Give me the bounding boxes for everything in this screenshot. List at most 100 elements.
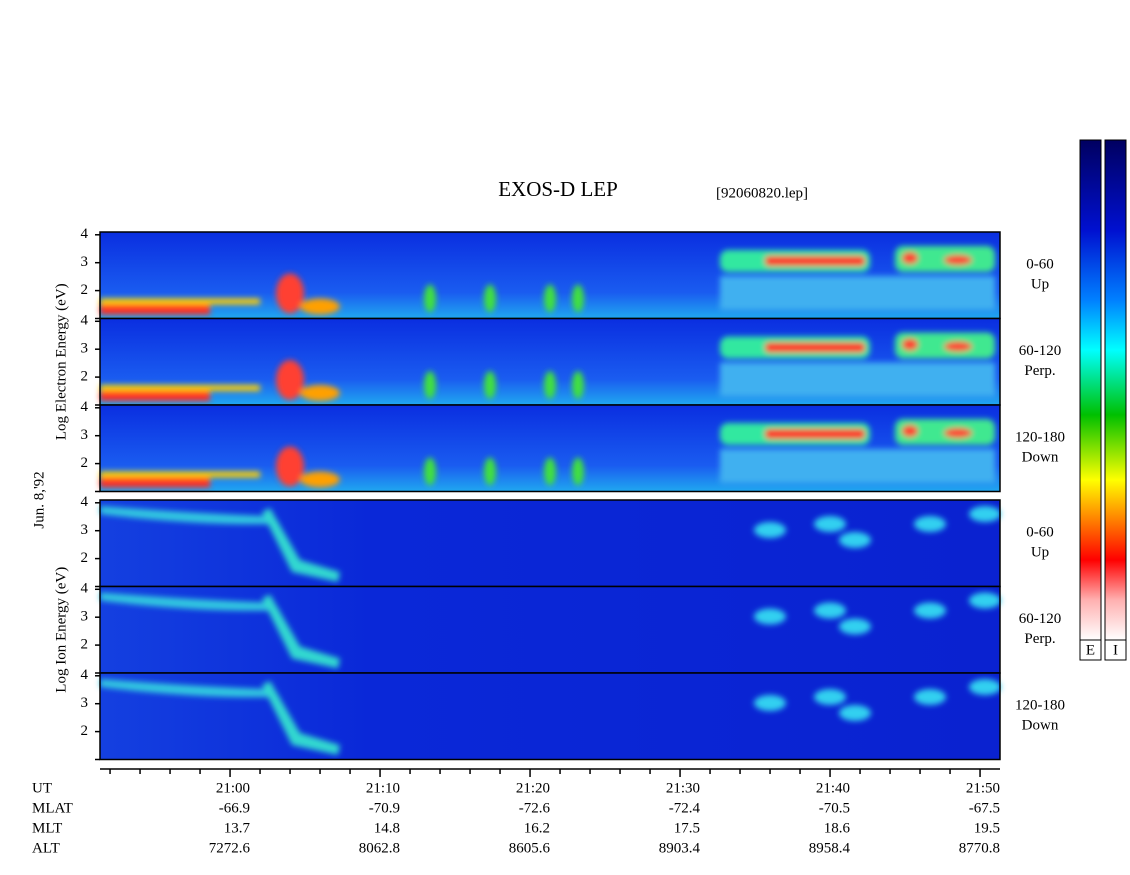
- low-energy-band: [100, 298, 260, 305]
- low-energy-band: [100, 471, 260, 478]
- burst: [544, 284, 556, 313]
- colorbar-label-box: [1104, 639, 1127, 661]
- plasma-band: [720, 449, 995, 483]
- ion-burst: [969, 592, 1001, 609]
- y-tick-label: 3: [81, 427, 89, 443]
- colorbar: [1104, 139, 1127, 641]
- colorbar-label: I: [1113, 642, 1118, 658]
- direction-label: Down: [1022, 450, 1059, 466]
- panel-frame: [99, 404, 1001, 493]
- ion-band: [100, 506, 280, 525]
- low-energy-band: [100, 477, 210, 488]
- orbit-value: 8903.4: [659, 840, 701, 856]
- orbit-value: 16.2: [524, 820, 550, 836]
- y-tick-label: 2: [81, 723, 89, 739]
- x-tick-label: 21:40: [816, 780, 850, 796]
- ion-burst: [914, 516, 946, 532]
- burst: [944, 341, 972, 352]
- y-tick-label: 2: [81, 282, 89, 298]
- plasma-band: [765, 342, 865, 353]
- direction-label: Up: [1031, 277, 1049, 293]
- colorbar-label-box: [1079, 639, 1102, 661]
- burst: [300, 385, 340, 401]
- x-tick-label: 21:20: [516, 780, 550, 796]
- burst: [300, 298, 340, 315]
- ion-dispersion: [262, 508, 340, 582]
- burst: [944, 428, 972, 438]
- burst: [276, 360, 304, 400]
- file-label: [92060820.lep]: [716, 185, 808, 201]
- burst: [544, 457, 556, 486]
- spectrogram-texture: [100, 332, 995, 401]
- chart-title: EXOS-D LEP: [498, 177, 618, 201]
- orbit-value: -70.5: [819, 800, 850, 816]
- burst: [572, 371, 584, 399]
- ion-burst: [754, 695, 786, 711]
- x-tick-label: 21:10: [366, 780, 400, 796]
- plasma-band: [765, 256, 865, 266]
- ion-burst: [839, 532, 871, 548]
- y-tick-label: 3: [81, 695, 89, 711]
- burst: [276, 446, 304, 487]
- ion-burst: [814, 689, 846, 705]
- y-tick-label: 4: [81, 581, 89, 597]
- spectrogram-texture: [100, 246, 995, 315]
- y-tick-label: 4: [81, 667, 89, 683]
- low-energy-band: [100, 304, 210, 315]
- y-tick-label: 4: [81, 494, 89, 510]
- orbit-value: 14.8: [374, 820, 400, 836]
- direction-label: Perp.: [1024, 631, 1055, 647]
- y-axis-label: Log Electron Energy (eV): [53, 283, 69, 440]
- burst: [300, 471, 340, 488]
- burst: [572, 284, 584, 313]
- ion-band: [100, 679, 280, 698]
- y-tick-label: 3: [81, 341, 89, 357]
- direction-label: Down: [1022, 718, 1059, 734]
- ion-burst: [914, 689, 946, 705]
- burst: [572, 457, 584, 486]
- ion-burst: [814, 602, 846, 619]
- angle-label: 120-180: [1015, 430, 1065, 446]
- burst: [424, 457, 436, 486]
- burst: [424, 284, 436, 313]
- orbit-value: 8062.8: [359, 840, 400, 856]
- y-tick-label: 4: [81, 399, 89, 415]
- spectrogram-texture: [100, 506, 1001, 582]
- y-tick-label: 2: [81, 455, 89, 471]
- orbit-value: 8605.6: [509, 840, 551, 856]
- ion-band: [100, 592, 280, 611]
- ion-burst: [914, 602, 946, 619]
- orbit-row-name: MLAT: [32, 800, 73, 816]
- orbit-value: 18.6: [824, 820, 851, 836]
- low-energy-band: [100, 385, 260, 391]
- colorbar: [1079, 139, 1102, 641]
- y-tick-label: 3: [81, 609, 89, 625]
- spectrogram-texture: [100, 592, 1001, 669]
- orbit-value: -72.4: [669, 800, 701, 816]
- ion-burst: [969, 506, 1001, 522]
- y-tick-label: 2: [81, 637, 89, 653]
- burst: [902, 338, 918, 351]
- orbit-value: 17.5: [674, 820, 700, 836]
- orbit-row-name: UT: [32, 780, 52, 796]
- orbit-value: 19.5: [974, 820, 1000, 836]
- plasma-band: [765, 429, 865, 439]
- panel-frame: [99, 672, 1001, 761]
- angle-label: 60-120: [1019, 611, 1062, 627]
- direction-label: Up: [1031, 545, 1049, 561]
- x-tick-label: 21:50: [966, 780, 1000, 796]
- x-tick-label: 21:00: [216, 780, 250, 796]
- orbit-row-name: ALT: [32, 840, 60, 856]
- plasma-band: [720, 276, 995, 310]
- burst: [484, 457, 496, 486]
- y-tick-label: 2: [81, 550, 89, 566]
- orbit-value: -72.6: [519, 800, 551, 816]
- burst: [544, 371, 556, 399]
- orbit-value: -70.9: [369, 800, 400, 816]
- date-label: Jun. 8,'92: [31, 471, 47, 528]
- orbit-value: 8770.8: [959, 840, 1000, 856]
- burst: [424, 371, 436, 399]
- burst: [902, 252, 918, 264]
- angle-label: 60-120: [1019, 343, 1062, 359]
